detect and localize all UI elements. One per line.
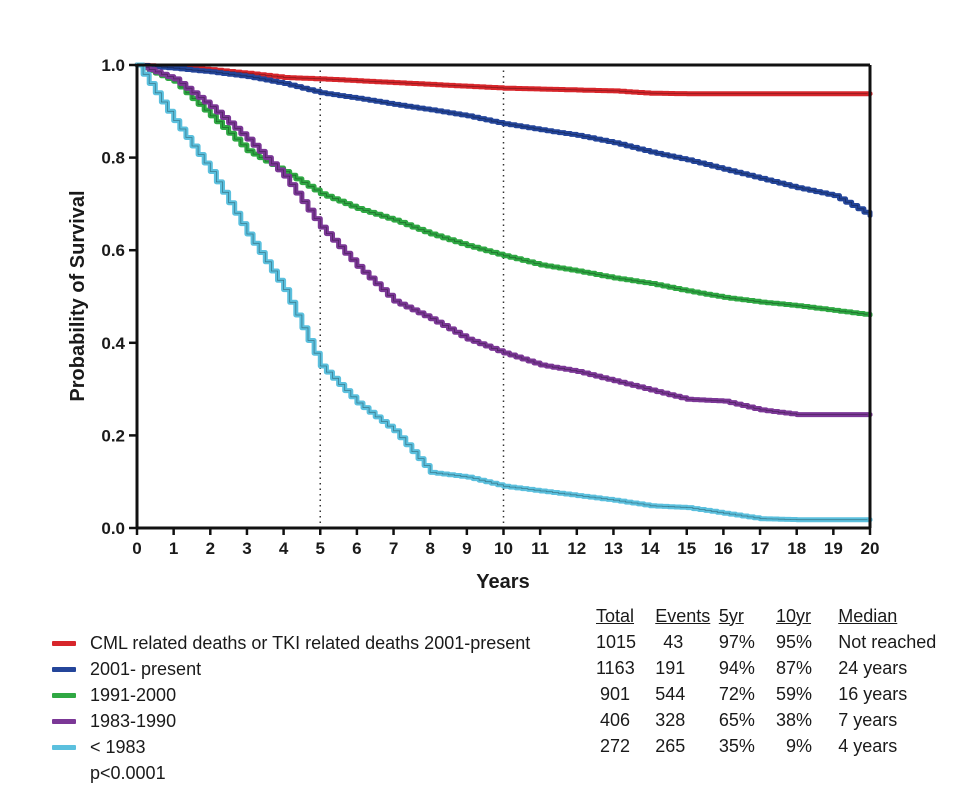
x-tick-label: 4 <box>279 539 289 558</box>
x-tick-label: 3 <box>242 539 251 558</box>
cell-5yr: 35% <box>718 735 755 756</box>
y-tick-label: 0.0 <box>101 519 125 538</box>
table-row: 272 265 35% 9% 4 years <box>596 733 960 759</box>
x-axis-title: Years <box>476 571 529 593</box>
cell-total: 1163 <box>596 657 635 678</box>
cell-events: 544 <box>655 683 686 704</box>
legend-item: 2001- present <box>52 656 530 682</box>
legend-item: CML related deaths or TKI related deaths… <box>52 630 530 656</box>
x-tick-label: 7 <box>389 539 398 558</box>
x-tick-label: 17 <box>751 539 770 558</box>
cell-median: 7 years <box>838 709 898 730</box>
cell-total: 272 <box>600 735 631 756</box>
x-tick-label: 11 <box>531 539 549 558</box>
series-line <box>134 62 873 218</box>
stats-header-row: Total Events 5yr 10yr Median <box>596 603 960 629</box>
series-layer <box>134 62 873 523</box>
y-tick-label: 0.4 <box>101 334 125 353</box>
legend-item: < 1983 <box>52 734 530 760</box>
legend-label: 1983-1990 <box>90 711 177 731</box>
series-line-center <box>137 64 870 95</box>
legend-swatch <box>52 666 76 672</box>
legend-label: 1991-2000 <box>90 685 177 705</box>
legend-label: 2001- present <box>90 659 202 679</box>
cell-total: 406 <box>600 709 631 730</box>
header-median: Median <box>838 605 898 626</box>
series-line-center <box>137 64 870 521</box>
legend-swatch <box>52 640 76 646</box>
x-tick-label: 2 <box>206 539 215 558</box>
series-line-center <box>137 64 871 315</box>
table-row: 406 328 65% 38% 7 years <box>596 707 960 733</box>
y-axis-ticks: 0.0 0.2 0.4 0.6 0.8 1.0 <box>101 56 137 538</box>
cell-10yr: 59% <box>776 683 813 704</box>
cell-10yr: 38% <box>776 709 813 730</box>
series-line-center <box>137 64 870 415</box>
cell-10yr: 9% <box>786 735 813 756</box>
series-line-center <box>137 64 871 216</box>
cell-5yr: 97% <box>718 631 755 652</box>
cell-median: 24 years <box>838 657 908 678</box>
cell-events: 265 <box>655 735 686 756</box>
y-tick-label: 0.2 <box>101 426 125 445</box>
reference-lines <box>319 65 505 528</box>
series-line <box>134 62 873 97</box>
stats-table: Total Events 5yr 10yr Median 1015 43 97%… <box>596 603 960 759</box>
legend-swatch <box>52 692 76 698</box>
series-line <box>134 62 873 523</box>
cell-total: 901 <box>600 683 631 704</box>
legend-label: CML related deaths or TKI related deaths… <box>90 633 531 653</box>
cell-events: 328 <box>655 709 686 730</box>
series-line <box>134 62 873 318</box>
x-tick-label: 5 <box>316 539 325 558</box>
x-tick-label: 18 <box>787 539 806 558</box>
cell-5yr: 65% <box>718 709 755 730</box>
cell-5yr: 72% <box>718 683 755 704</box>
legend-swatch <box>52 744 76 750</box>
y-tick-label: 1.0 <box>101 56 125 75</box>
cell-events: 43 <box>663 631 684 652</box>
y-tick-label: 0.6 <box>101 241 125 260</box>
x-tick-label: 8 <box>425 539 434 558</box>
cell-events: 191 <box>655 657 686 678</box>
x-tick-label: 0 <box>132 539 141 558</box>
x-axis-ticks: 0 1 2 3 4 5 6 7 8 9 10 11 12 13 14 15 16 17 18 19 20 <box>132 528 879 558</box>
table-row: 901 544 72% 59% 16 years <box>596 681 960 707</box>
x-tick-label: 10 <box>494 539 513 558</box>
table-row: 1015 43 97% 95% Not reached <box>596 629 960 655</box>
header-total: Total <box>596 605 635 626</box>
x-tick-label: 14 <box>641 539 660 558</box>
x-tick-label: 19 <box>824 539 843 558</box>
cell-median: Not reached <box>838 631 937 652</box>
legend-item: 1991-2000 <box>52 682 530 708</box>
x-tick-label: 12 <box>567 539 586 558</box>
header-10yr: 10yr <box>776 605 812 626</box>
cell-10yr: 87% <box>776 657 813 678</box>
x-tick-label: 9 <box>462 539 471 558</box>
x-tick-label: 16 <box>714 539 733 558</box>
cell-total: 1015 <box>596 631 637 652</box>
p-value: p<0.0001 <box>90 763 166 783</box>
cell-median: 4 years <box>838 735 898 756</box>
header-5yr: 5yr <box>718 605 744 626</box>
header-events: Events <box>655 605 711 626</box>
cell-10yr: 95% <box>776 631 813 652</box>
table-row: 1163 191 94% 87% 24 years <box>596 655 960 681</box>
y-tick-label: 0.8 <box>101 149 125 168</box>
x-tick-label: 6 <box>352 539 361 558</box>
legend-swatch <box>52 718 76 724</box>
x-tick-label: 13 <box>604 539 623 558</box>
survival-chart: 0 1 2 3 4 5 6 7 8 9 10 11 12 13 14 15 16 17 18 19 20 0.00.20… <box>67 56 879 593</box>
legend-label: < 1983 <box>90 737 146 757</box>
x-tick-label: 20 <box>861 539 880 558</box>
x-tick-label: 15 <box>677 539 696 558</box>
cell-median: 16 years <box>838 683 908 704</box>
legend: CML related deaths or TKI related deaths… <box>52 630 530 786</box>
x-tick-label: 1 <box>169 539 178 558</box>
cell-5yr: 94% <box>718 657 755 678</box>
y-axis-title: Probability of Survival <box>67 190 89 401</box>
legend-item: 1983-1990 <box>52 708 530 734</box>
series-line <box>134 62 873 418</box>
